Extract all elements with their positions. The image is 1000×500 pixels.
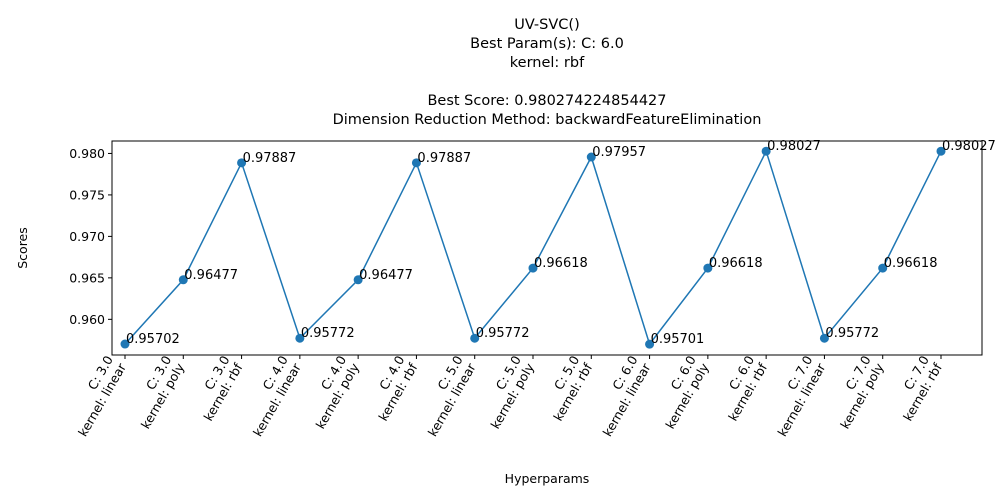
series-line [120,146,946,349]
data-point [120,339,130,349]
y-axis: 0.960 0.965 0.970 0.975 0.980 [69,146,112,327]
data-label: 0.97887 [417,151,471,166]
chart-title: UV-SVC() Best Param(s): C: 6.0 kernel: rbf… [333,17,762,128]
data-point [936,146,946,156]
data-labels: 0.95702 0.96477 0.97887 0.95772 0.96477 0.978… [126,139,996,347]
data-label: 0.95772 [301,326,355,341]
data-label: 0.96618 [884,256,938,271]
data-label: 0.97887 [243,151,297,166]
data-label: 0.96477 [359,268,413,283]
y-tick-label: 0.970 [69,229,105,244]
data-label: 0.96618 [534,256,588,271]
series-path [124,149,942,346]
title-line-2: kernel: rbf [510,55,585,71]
data-point [819,333,829,343]
data-label: 0.96618 [709,256,763,271]
y-axis-label: Scores [15,227,30,269]
data-point [761,146,771,156]
plot-frame [111,140,983,356]
data-point [178,275,188,285]
data-point [586,152,596,162]
data-label: 0.95702 [126,332,180,347]
data-point [411,158,421,168]
title-line-4: Best Score: 0.980274224854427 [427,93,666,109]
y-tick-label: 0.975 [69,187,105,202]
title-line-1: Best Param(s): C: 6.0 [470,36,624,52]
plot-area [111,140,983,356]
data-label: 0.95772 [476,326,530,341]
y-tick-label: 0.980 [69,146,105,161]
data-label: 0.96477 [184,268,238,283]
data-point [237,158,247,168]
data-point [645,339,655,349]
y-tick-label: 0.965 [69,270,105,285]
data-point [878,263,888,273]
data-label: 0.95772 [825,326,879,341]
data-point [295,333,305,343]
title-line-0: UV-SVC() [514,17,579,33]
data-point [528,263,538,273]
title-line-5: Dimension Reduction Method: backwardFeat… [333,112,762,128]
y-tick-label: 0.960 [69,312,105,327]
data-label: 0.98027 [767,139,821,154]
data-label: 0.95701 [651,332,705,347]
x-axis-label: Hyperparams [505,471,590,486]
data-label: 0.98027 [942,139,996,154]
data-label: 0.97957 [592,145,646,160]
data-point [703,263,713,273]
data-point [470,333,480,343]
data-point [353,275,363,285]
